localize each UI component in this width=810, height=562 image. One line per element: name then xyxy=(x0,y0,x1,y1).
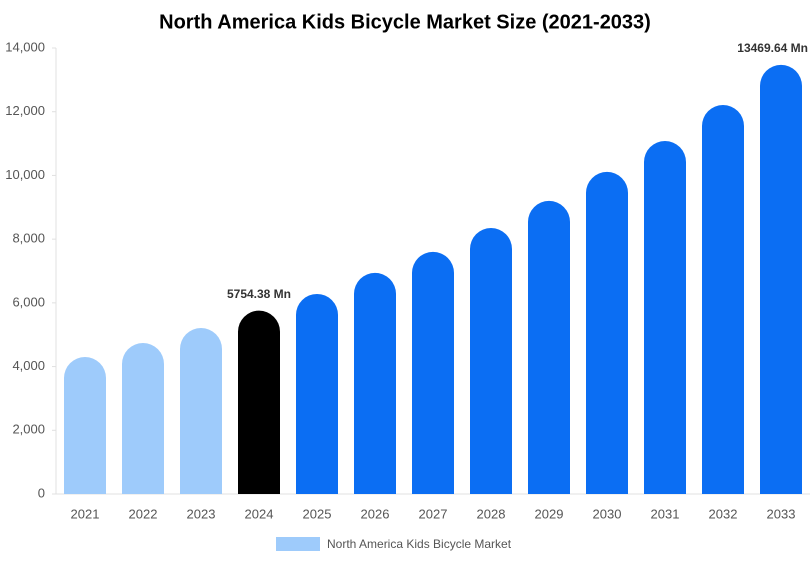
bar xyxy=(586,171,628,494)
bar xyxy=(296,293,338,494)
bar xyxy=(470,227,512,494)
bar xyxy=(64,357,106,494)
y-tick-label: 14,000 xyxy=(5,39,45,54)
y-tick-label: 12,000 xyxy=(5,103,45,118)
y-tick-label: 8,000 xyxy=(12,231,45,246)
x-tick-label: 2030 xyxy=(593,506,622,521)
legend-swatch xyxy=(276,537,320,551)
y-tick-label: 10,000 xyxy=(5,167,45,182)
x-tick-label: 2022 xyxy=(129,506,158,521)
y-tick-label: 6,000 xyxy=(12,294,45,309)
x-tick-label: 2025 xyxy=(303,506,332,521)
x-tick-label: 2024 xyxy=(245,506,274,521)
bar xyxy=(122,342,164,494)
chart-title: North America Kids Bicycle Market Size (… xyxy=(159,11,651,33)
bar xyxy=(528,200,570,494)
bar xyxy=(412,251,454,494)
x-tick-label: 2026 xyxy=(361,506,390,521)
bar xyxy=(702,105,744,494)
x-tick-label: 2031 xyxy=(651,506,680,521)
y-tick-label: 4,000 xyxy=(12,358,45,373)
bar xyxy=(180,328,222,494)
x-tick-label: 2021 xyxy=(71,506,100,521)
x-tick-label: 2029 xyxy=(535,506,564,521)
data-label: 5754.38 Mn xyxy=(227,287,291,301)
x-tick-label: 2032 xyxy=(709,506,738,521)
x-tick-label: 2023 xyxy=(187,506,216,521)
x-tick-label: 2028 xyxy=(477,506,506,521)
bar xyxy=(238,310,280,494)
x-tick-label: 2033 xyxy=(767,506,796,521)
y-tick-label: 0 xyxy=(38,485,45,500)
bar xyxy=(760,64,802,494)
data-label: 13469.64 Mn xyxy=(737,41,808,55)
bar xyxy=(354,272,396,494)
x-tick-label: 2027 xyxy=(419,506,448,521)
bar xyxy=(644,141,686,494)
y-tick-label: 2,000 xyxy=(12,422,45,437)
legend-label: North America Kids Bicycle Market xyxy=(327,537,512,551)
